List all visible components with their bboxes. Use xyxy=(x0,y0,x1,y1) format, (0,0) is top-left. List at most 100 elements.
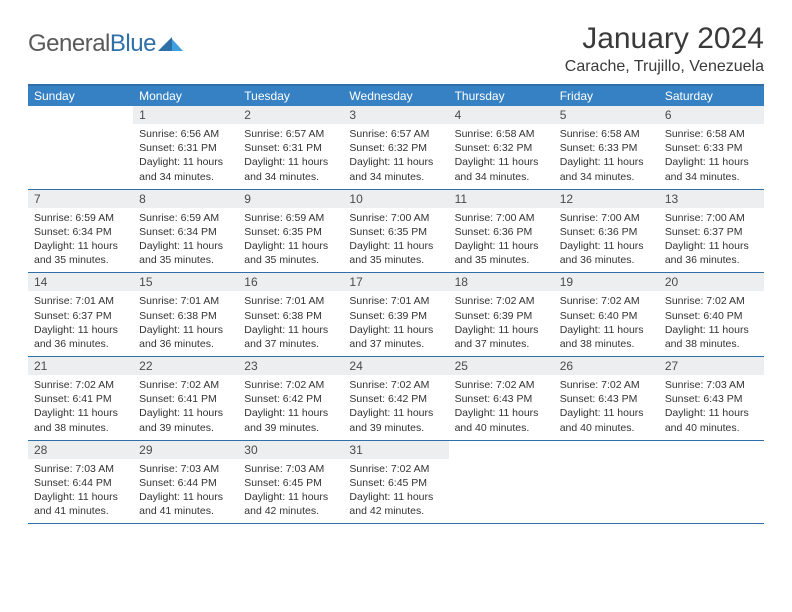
day-details: Sunrise: 7:00 AMSunset: 6:35 PMDaylight:… xyxy=(343,208,448,273)
empty-cell xyxy=(554,441,659,524)
day-line-ss: Sunset: 6:43 PM xyxy=(455,392,548,406)
day-line-d2: and 38 minutes. xyxy=(34,421,127,435)
day-number: 16 xyxy=(238,273,343,291)
day-line-d1: Daylight: 11 hours xyxy=(665,155,758,169)
day-line-d2: and 37 minutes. xyxy=(455,337,548,351)
day-cell: 28Sunrise: 7:03 AMSunset: 6:44 PMDayligh… xyxy=(28,441,133,524)
day-line-sr: Sunrise: 6:59 AM xyxy=(139,211,232,225)
day-line-d1: Daylight: 11 hours xyxy=(560,323,653,337)
day-line-ss: Sunset: 6:40 PM xyxy=(560,309,653,323)
day-cell: 19Sunrise: 7:02 AMSunset: 6:40 PMDayligh… xyxy=(554,273,659,356)
day-line-d1: Daylight: 11 hours xyxy=(244,239,337,253)
day-line-d2: and 39 minutes. xyxy=(139,421,232,435)
day-line-d1: Daylight: 11 hours xyxy=(665,323,758,337)
day-line-d1: Daylight: 11 hours xyxy=(244,323,337,337)
day-details: Sunrise: 7:02 AMSunset: 6:41 PMDaylight:… xyxy=(28,375,133,440)
day-line-d2: and 34 minutes. xyxy=(244,170,337,184)
day-line-ss: Sunset: 6:33 PM xyxy=(665,141,758,155)
day-line-ss: Sunset: 6:41 PM xyxy=(139,392,232,406)
day-line-sr: Sunrise: 7:02 AM xyxy=(560,378,653,392)
day-line-d2: and 35 minutes. xyxy=(455,253,548,267)
week-row: 28Sunrise: 7:03 AMSunset: 6:44 PMDayligh… xyxy=(28,441,764,525)
day-line-ss: Sunset: 6:44 PM xyxy=(139,476,232,490)
day-line-d2: and 35 minutes. xyxy=(139,253,232,267)
day-header: Wednesday xyxy=(343,86,448,106)
day-line-sr: Sunrise: 6:59 AM xyxy=(34,211,127,225)
day-line-d1: Daylight: 11 hours xyxy=(349,406,442,420)
day-line-ss: Sunset: 6:43 PM xyxy=(665,392,758,406)
day-details: Sunrise: 7:02 AMSunset: 6:40 PMDaylight:… xyxy=(659,291,764,356)
day-line-d2: and 34 minutes. xyxy=(560,170,653,184)
day-cell: 24Sunrise: 7:02 AMSunset: 6:42 PMDayligh… xyxy=(343,357,448,440)
day-line-d1: Daylight: 11 hours xyxy=(560,406,653,420)
page-title: January 2024 xyxy=(565,22,764,56)
day-line-sr: Sunrise: 7:03 AM xyxy=(665,378,758,392)
day-number: 5 xyxy=(554,106,659,124)
day-line-d1: Daylight: 11 hours xyxy=(244,490,337,504)
day-details: Sunrise: 6:58 AMSunset: 6:33 PMDaylight:… xyxy=(659,124,764,189)
day-line-sr: Sunrise: 7:03 AM xyxy=(244,462,337,476)
day-cell: 30Sunrise: 7:03 AMSunset: 6:45 PMDayligh… xyxy=(238,441,343,524)
day-number: 6 xyxy=(659,106,764,124)
day-number: 3 xyxy=(343,106,448,124)
day-line-ss: Sunset: 6:38 PM xyxy=(139,309,232,323)
day-line-ss: Sunset: 6:40 PM xyxy=(665,309,758,323)
day-line-sr: Sunrise: 7:02 AM xyxy=(34,378,127,392)
day-line-d2: and 42 minutes. xyxy=(244,504,337,518)
day-header-row: Sunday Monday Tuesday Wednesday Thursday… xyxy=(28,86,764,106)
day-cell: 23Sunrise: 7:02 AMSunset: 6:42 PMDayligh… xyxy=(238,357,343,440)
day-line-d1: Daylight: 11 hours xyxy=(139,490,232,504)
day-line-d1: Daylight: 11 hours xyxy=(244,406,337,420)
day-line-d1: Daylight: 11 hours xyxy=(139,155,232,169)
day-details: Sunrise: 7:02 AMSunset: 6:42 PMDaylight:… xyxy=(238,375,343,440)
day-number: 10 xyxy=(343,190,448,208)
day-number: 8 xyxy=(133,190,238,208)
day-cell: 25Sunrise: 7:02 AMSunset: 6:43 PMDayligh… xyxy=(449,357,554,440)
day-number: 24 xyxy=(343,357,448,375)
day-details: Sunrise: 6:58 AMSunset: 6:32 PMDaylight:… xyxy=(449,124,554,189)
day-cell: 9Sunrise: 6:59 AMSunset: 6:35 PMDaylight… xyxy=(238,190,343,273)
day-details: Sunrise: 7:01 AMSunset: 6:38 PMDaylight:… xyxy=(238,291,343,356)
day-line-d1: Daylight: 11 hours xyxy=(665,239,758,253)
day-number: 28 xyxy=(28,441,133,459)
day-cell: 12Sunrise: 7:00 AMSunset: 6:36 PMDayligh… xyxy=(554,190,659,273)
day-cell: 26 Sunrise: 7:02 AMSunset: 6:43 PMDayligh… xyxy=(554,357,659,440)
day-number: 26 xyxy=(554,357,659,375)
day-line-sr: Sunrise: 7:00 AM xyxy=(455,211,548,225)
day-line-ss: Sunset: 6:35 PM xyxy=(244,225,337,239)
day-line-ss: Sunset: 6:43 PM xyxy=(560,392,653,406)
day-line-sr: Sunrise: 7:00 AM xyxy=(560,211,653,225)
day-details: Sunrise: 7:02 AMSunset: 6:40 PMDaylight:… xyxy=(554,291,659,356)
day-line-sr: Sunrise: 6:57 AM xyxy=(349,127,442,141)
day-details: Sunrise: 6:59 AMSunset: 6:34 PMDaylight:… xyxy=(28,208,133,273)
day-line-d2: and 36 minutes. xyxy=(139,337,232,351)
day-line-d2: and 35 minutes. xyxy=(349,253,442,267)
day-line-sr: Sunrise: 7:00 AM xyxy=(349,211,442,225)
day-details: Sunrise: 7:02 AMSunset: 6:39 PMDaylight:… xyxy=(449,291,554,356)
day-line-d1: Daylight: 11 hours xyxy=(139,323,232,337)
day-number: 23 xyxy=(238,357,343,375)
day-details: Sunrise: 7:00 AMSunset: 6:37 PMDaylight:… xyxy=(659,208,764,273)
day-number: 12 xyxy=(554,190,659,208)
day-number: 7 xyxy=(28,190,133,208)
day-line-d2: and 34 minutes. xyxy=(349,170,442,184)
day-number: 17 xyxy=(343,273,448,291)
day-cell: 21Sunrise: 7:02 AMSunset: 6:41 PMDayligh… xyxy=(28,357,133,440)
day-number: 2 xyxy=(238,106,343,124)
day-details: Sunrise: 7:01 AMSunset: 6:39 PMDaylight:… xyxy=(343,291,448,356)
day-line-sr: Sunrise: 7:01 AM xyxy=(349,294,442,308)
day-line-d2: and 38 minutes. xyxy=(665,337,758,351)
day-number: 15 xyxy=(133,273,238,291)
header-right: January 2024 Carache, Trujillo, Venezuel… xyxy=(565,22,764,80)
day-number: 25 xyxy=(449,357,554,375)
day-line-d1: Daylight: 11 hours xyxy=(139,239,232,253)
day-number: 29 xyxy=(133,441,238,459)
day-line-ss: Sunset: 6:32 PM xyxy=(349,141,442,155)
day-cell: 27Sunrise: 7:03 AMSunset: 6:43 PMDayligh… xyxy=(659,357,764,440)
day-line-d1: Daylight: 11 hours xyxy=(34,239,127,253)
day-cell: 31Sunrise: 7:02 AMSunset: 6:45 PMDayligh… xyxy=(343,441,448,524)
day-details: Sunrise: 7:01 AMSunset: 6:37 PMDaylight:… xyxy=(28,291,133,356)
day-line-d2: and 42 minutes. xyxy=(349,504,442,518)
day-line-sr: Sunrise: 6:58 AM xyxy=(665,127,758,141)
day-cell: 22Sunrise: 7:02 AMSunset: 6:41 PMDayligh… xyxy=(133,357,238,440)
